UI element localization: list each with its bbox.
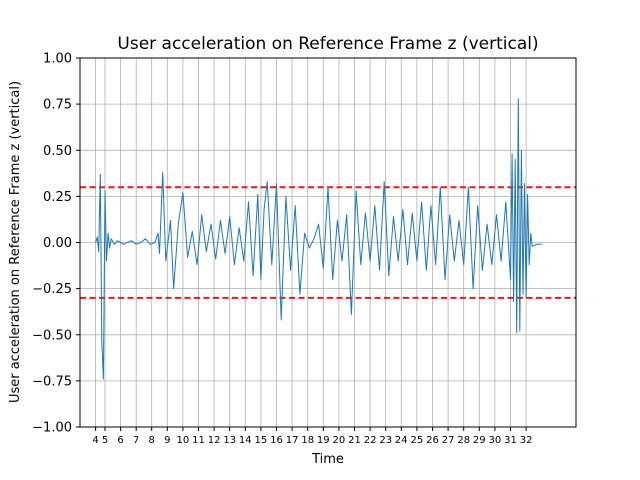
y-tick-label: 0.25 — [43, 190, 72, 205]
x-tick-label: 13 — [223, 435, 236, 446]
x-tick-label: 32 — [520, 435, 533, 446]
x-tick-label: 28 — [457, 435, 470, 446]
x-tick-label: 12 — [208, 435, 221, 446]
y-axis-label: User acceleration on Reference Frame z (… — [8, 81, 23, 403]
x-tick-label: 11 — [192, 435, 205, 446]
y-tick-label: 0.00 — [43, 236, 72, 251]
x-tick-label: 21 — [348, 435, 361, 446]
grid-lines — [80, 57, 576, 428]
x-tick-label: 16 — [270, 435, 283, 446]
x-tick-label: 9 — [164, 435, 170, 446]
x-tick-label: 27 — [442, 435, 455, 446]
x-tick-label: 26 — [426, 435, 439, 446]
x-tick-label: 31 — [504, 435, 517, 446]
x-ticks: 4 5 6 7 8 9 10 11 12 13 14 15 16 17 18 19 20 21 22 23 24 25 26… — [92, 427, 532, 446]
y-tick-label: 1.00 — [43, 52, 72, 67]
x-tick-label: 22 — [364, 435, 377, 446]
x-tick-label: 14 — [239, 435, 252, 446]
x-tick-label: 18 — [301, 435, 314, 446]
y-ticks: 1.00 0.75 0.50 0.25 0.00 −0.25 −0.50 −0.75 −1.00 — [32, 52, 80, 436]
y-tick-label: −1.00 — [32, 421, 72, 436]
x-tick-label: 17 — [286, 435, 299, 446]
series-line — [95, 98, 542, 380]
x-tick-label: 7 — [133, 435, 139, 446]
x-tick-label: 19 — [317, 435, 330, 446]
x-tick-label: 20 — [333, 435, 346, 446]
y-tick-label: 0.50 — [43, 144, 72, 159]
x-tick-label: 29 — [473, 435, 486, 446]
y-tick-label: −0.25 — [32, 282, 72, 297]
x-tick-label: 5 — [102, 435, 108, 446]
chart-title: User acceleration on Reference Frame z (… — [117, 34, 538, 54]
x-tick-label: 23 — [379, 435, 392, 446]
x-tick-label: 6 — [117, 435, 123, 446]
y-tick-label: 0.75 — [43, 98, 72, 113]
x-tick-label: 10 — [177, 435, 190, 446]
series-layer — [95, 98, 542, 380]
y-tick-label: −0.75 — [32, 374, 72, 389]
x-tick-label: 8 — [149, 435, 155, 446]
x-tick-label: 24 — [395, 435, 408, 446]
x-tick-label: 15 — [255, 435, 268, 446]
x-axis-label: Time — [311, 452, 344, 467]
x-tick-label: 30 — [489, 435, 502, 446]
x-tick-label: 4 — [92, 435, 98, 446]
x-tick-label: 25 — [411, 435, 424, 446]
y-tick-label: −0.50 — [32, 328, 72, 343]
